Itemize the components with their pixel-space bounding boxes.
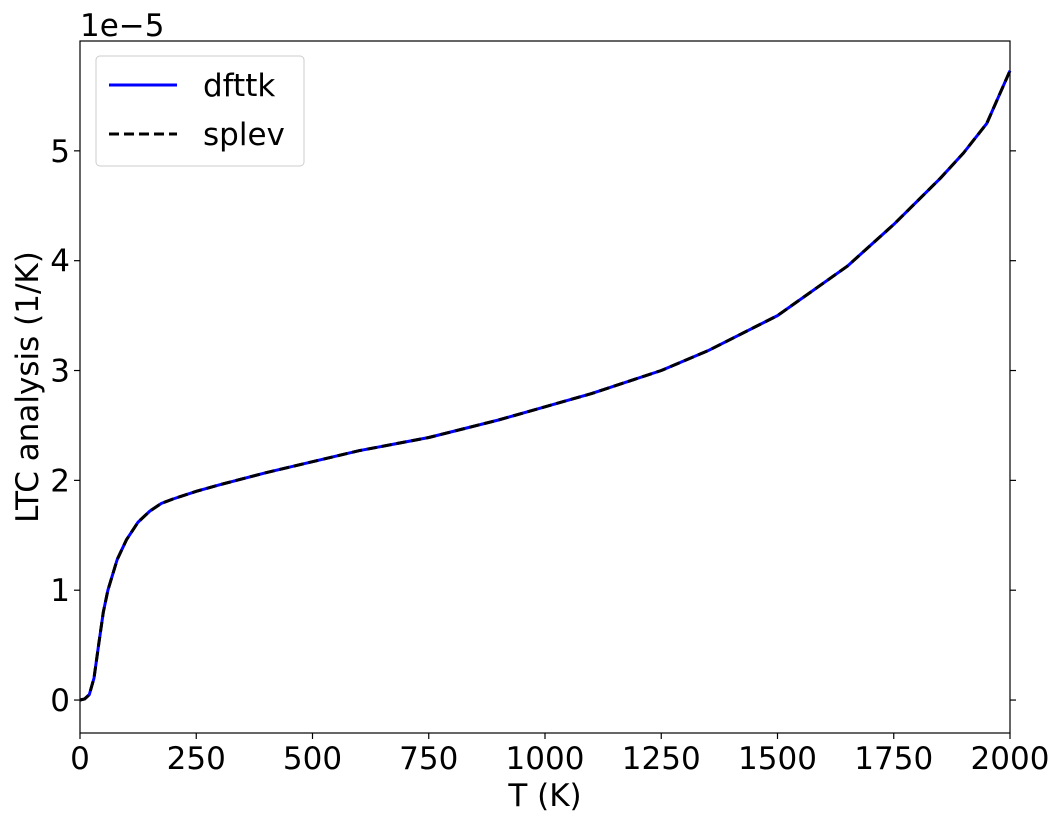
x-tick-label: 500	[283, 741, 342, 777]
legend-label-dfttk: dfttk	[203, 68, 275, 104]
x-tick-label: 1000	[506, 741, 585, 777]
y-tick-label: 5	[50, 134, 70, 170]
y-tick-label: 0	[50, 683, 70, 719]
x-tick-label: 750	[399, 741, 458, 777]
legend-label-splev: splev	[203, 117, 285, 153]
y-tick-label: 1	[50, 573, 70, 609]
y-axis: 0 1 2 3 4 5	[50, 134, 1016, 719]
series-layer	[79, 70, 1012, 702]
y-offset-text: 1e−5	[80, 8, 165, 44]
x-axis-label: T (K)	[507, 778, 581, 814]
x-axis: 0 250 500 750 1000 1250 1500 1750 2000	[70, 733, 1049, 777]
y-tick-label: 2	[50, 463, 70, 499]
y-axis-label: LTC analysis (1/K)	[10, 251, 46, 523]
x-tick-label: 250	[167, 741, 226, 777]
x-tick-label: 1500	[738, 741, 817, 777]
x-tick-label: 1750	[854, 741, 933, 777]
series-line-splev	[79, 70, 1012, 702]
x-tick-label: 1250	[622, 741, 701, 777]
y-tick-label: 3	[50, 354, 70, 390]
x-tick-label: 2000	[971, 741, 1050, 777]
y-tick-label: 4	[50, 244, 70, 280]
legend: dfttk splev	[95, 55, 305, 167]
x-tick-label: 0	[70, 741, 90, 777]
